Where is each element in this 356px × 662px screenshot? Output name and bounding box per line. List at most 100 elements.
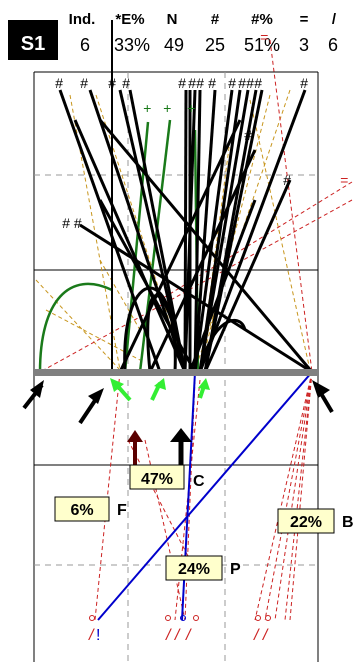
arrowhead [30,380,44,398]
trajectory [198,319,247,373]
kill-mark: # [108,75,116,91]
stat-header-slash: / [332,11,337,28]
trajectory [98,119,314,373]
trajectory [73,119,187,373]
trajectory [35,279,121,371]
trajectory [94,371,121,621]
plus-mark: + [187,100,195,116]
origin-circle [89,615,95,621]
trajectory [97,371,313,621]
trajectory [38,282,113,373]
origin-circle [255,615,261,621]
kill-mark: # [228,75,236,91]
stat-header-efficiency: *E% [115,11,144,28]
arrowhead [88,388,104,404]
error-mark: / [185,627,192,644]
set-badge [8,20,58,60]
trajectory [203,89,264,373]
dig-arrowheads [110,378,210,392]
label-pct-f: 6% [70,502,93,519]
trajectory [249,99,311,371]
trajectory [184,379,196,621]
stat-value-efficiency: 33% [114,35,150,55]
origin-circle [193,615,199,621]
label-box-c [129,464,185,490]
stat-value-slash: 6 [328,35,338,55]
header: S1 Ind. *E% N # #% = / 6 33% 49 25 51% 3… [8,11,338,60]
arrowhead [170,428,192,442]
arrowhead [198,378,210,390]
trajectory [193,89,217,373]
label-letter-f: F [117,502,127,519]
kill-mark: # [55,75,63,91]
zone-labels: 47% C 6% F 22% B 24% P [54,464,354,581]
label-letter-c: C [193,473,205,490]
stat-value-ind: 6 [80,35,90,55]
origin-circle [265,615,271,621]
bottom-marks: / ! / / / / / [88,615,271,644]
trajectory [193,89,202,373]
net [34,369,318,376]
arrowhead [154,378,166,390]
arrowhead [312,380,330,398]
label-pct-p: 24% [178,561,210,578]
trajectory [127,439,191,561]
court [33,71,319,662]
stat-header-n: N [167,11,178,28]
attacker-arrows [22,383,334,425]
blue-lines [97,371,313,621]
label-box-p [165,555,223,581]
label-box-b [277,508,335,534]
kill-mark: # [178,75,186,91]
label-letter-b: B [342,514,354,531]
arrowhead [110,378,124,392]
trajectory [159,181,353,301]
plus-mark: + [143,100,151,116]
attacker-arrowheads [30,380,330,404]
error-mark: / [88,627,95,644]
error-mark-pair: / / [253,627,269,644]
stat-header-kill-pct: #% [251,11,273,28]
stat-header-equals: = [300,11,309,28]
label-pct-b: 22% [290,514,322,531]
trajectory [198,89,307,373]
trajectory [45,309,141,361]
kill-mark: # [283,172,291,188]
plus-mark: + [163,100,171,116]
trajectory [199,94,271,371]
kill-mark: # [300,75,308,91]
equals-mark: = [340,172,348,188]
black-lines [58,20,314,374]
trajectory [254,371,313,621]
error-mark-pair: / / [165,627,181,644]
kill-mark: # [196,75,204,91]
kill-mark: # [238,75,246,91]
trajectory [98,199,197,373]
stat-value-equals: 3 [299,35,309,55]
stat-header-kills: # [211,11,220,28]
trajectory [284,371,313,621]
kill-mark: # [122,75,130,91]
kill-mark: # [188,75,196,91]
kill-mark: # [80,75,88,91]
stat-value-kills: 25 [205,35,225,55]
stat-value-n: 49 [164,35,184,55]
origin-circle [180,615,186,621]
trajectory [79,223,313,374]
trajectory [264,371,313,621]
trajectory [118,119,242,373]
kill-mark-pair: # # [62,215,82,231]
equals-mark: = [260,29,268,45]
trajectory [203,179,292,373]
trajectory [128,89,187,373]
label-pct-c: 47% [141,471,173,488]
trajectory [183,89,197,373]
trajectory [193,89,234,373]
label-letter-p: P [230,561,241,578]
kill-mark: # [246,75,254,91]
stat-header-ind: Ind. [69,11,96,28]
trajectory [181,371,196,621]
trajectory [188,199,257,373]
kill-mark: # [208,75,216,91]
